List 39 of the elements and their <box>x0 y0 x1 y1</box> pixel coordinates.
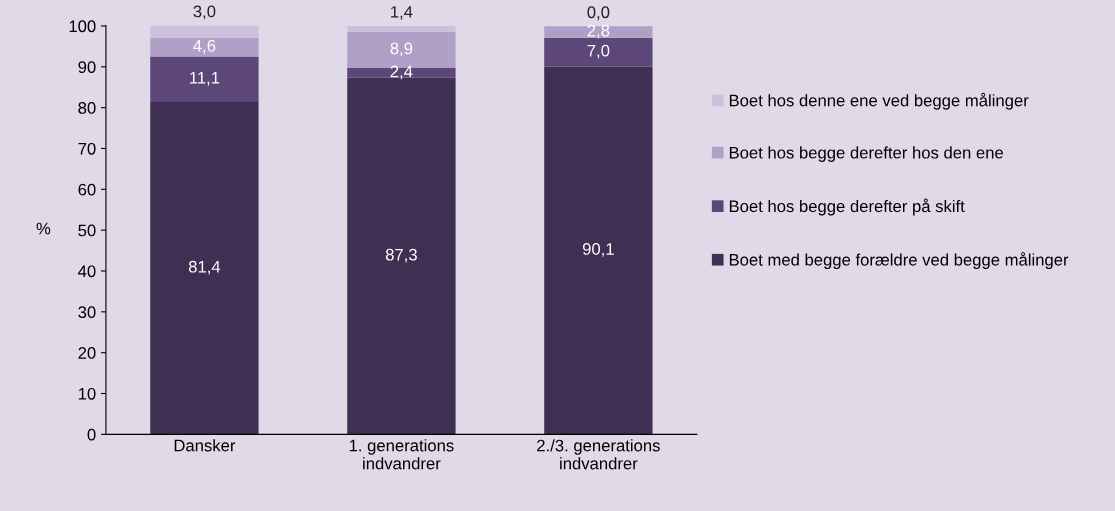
y-tick-label: 100 <box>69 20 96 33</box>
x-tick-label: Dansker <box>174 439 236 452</box>
legend-label: Boet hos begge derefter hos den ene <box>729 146 1004 162</box>
data-label: 7,0 <box>587 44 610 59</box>
bar <box>347 25 456 32</box>
data-label: 11,1 <box>190 72 220 86</box>
y-tick-label: 80 <box>78 102 96 114</box>
legend-label: Boet hos denne ene ved begge målinger <box>729 92 1029 110</box>
bar <box>544 26 653 38</box>
y-tick-label: 40 <box>78 265 96 278</box>
data-label: 8,9 <box>390 42 413 57</box>
bar <box>150 37 259 57</box>
y-tick-label: 10 <box>78 387 96 400</box>
x-tick-label: 1. generations indvandrer <box>349 439 454 470</box>
data-label: 81,4 <box>188 260 221 275</box>
y-tick-label: 90 <box>78 61 96 73</box>
y-tick-label: 70 <box>78 142 96 155</box>
data-label: 4,6 <box>193 39 216 54</box>
bar <box>150 25 259 38</box>
data-label: 0,0 <box>587 6 610 21</box>
bar <box>544 66 653 435</box>
y-tick-label: 60 <box>78 183 96 196</box>
y-tick-label: 50 <box>78 224 96 237</box>
legend-label: Boet hos begge derefter på skift <box>729 198 965 216</box>
y-tick-label: 20 <box>78 347 96 359</box>
data-label: 3,0 <box>193 5 216 20</box>
data-label: 87,3 <box>385 248 417 263</box>
data-label: 90,1 <box>582 243 614 257</box>
y-tick-label: 0 <box>87 428 96 441</box>
y-tick-label: 30 <box>78 306 96 319</box>
bar <box>150 101 259 435</box>
x-tick-label: 2./3. generations indvandrer <box>537 439 660 470</box>
bar <box>544 37 653 67</box>
legend-label: Boet med begge forældre ved begge målinger <box>729 252 1069 269</box>
y-axis-title: % <box>36 222 51 235</box>
data-label: 2,4 <box>390 65 413 80</box>
data-label: 2,8 <box>587 24 610 39</box>
bar <box>150 56 259 102</box>
data-label: 1,4 <box>391 6 413 20</box>
